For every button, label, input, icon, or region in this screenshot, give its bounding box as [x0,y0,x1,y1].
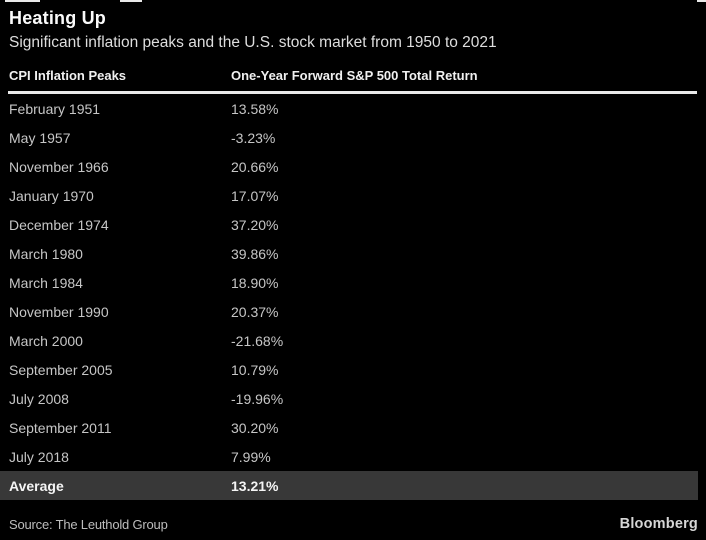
column-header-returns: One-Year Forward S&P 500 Total Return [231,68,478,83]
table-row: November 1990 20.37% [0,297,706,326]
top-edge-artifact [697,0,706,2]
forward-return: -3.23% [231,129,276,146]
forward-return: 10.79% [231,361,279,378]
table-row: May 1957 -3.23% [0,123,706,152]
chart-footer: Source: The Leuthold Group Bloomberg [0,516,706,532]
table-row: November 1966 20.66% [0,152,706,181]
source-attribution: Source: The Leuthold Group [9,517,168,532]
chart-title: Heating Up [9,8,107,28]
table-row: December 1974 37.20% [0,210,706,239]
peak-date: May 1957 [9,129,71,146]
table-column-headers: CPI Inflation Peaks One-Year Forward S&P… [0,68,706,84]
table-row: September 2005 10.79% [0,355,706,384]
average-label: Average [9,477,64,494]
chart-subtitle: Significant inflation peaks and the U.S.… [9,34,497,51]
forward-return: 20.66% [231,158,279,175]
average-value: 13.21% [231,477,279,494]
table-row: March 1984 18.90% [0,268,706,297]
table-row: February 1951 13.58% [0,94,706,123]
bloomberg-logo: Bloomberg [619,516,698,532]
peak-date: September 2011 [9,419,112,436]
forward-return: 7.99% [231,448,271,465]
peak-date: December 1974 [9,216,109,233]
table-row: July 2008 -19.96% [0,384,706,413]
peak-date: November 1966 [9,158,109,175]
table-body: February 1951 13.58% May 1957 -3.23% Nov… [0,94,706,471]
table-row: January 1970 17.07% [0,181,706,210]
forward-return: -19.96% [231,390,284,407]
peak-date: February 1951 [9,100,101,117]
forward-return: 39.86% [231,245,279,262]
table-row: March 2000 -21.68% [0,326,706,355]
top-edge-artifact [120,0,142,2]
peak-date: March 2000 [9,332,83,349]
column-header-peaks: CPI Inflation Peaks [9,68,127,83]
peak-date: January 1970 [9,187,94,204]
peak-date: November 1990 [9,303,109,320]
table-row: July 2018 7.99% [0,442,706,471]
forward-return: 17.07% [231,187,279,204]
peak-date: March 1980 [9,245,83,262]
peak-date: March 1984 [9,274,83,291]
peak-date: July 2018 [9,448,69,465]
forward-return: -21.68% [231,332,284,349]
forward-return: 18.90% [231,274,279,291]
forward-return: 37.20% [231,216,279,233]
peak-date: July 2008 [9,390,69,407]
forward-return: 30.20% [231,419,279,436]
peak-date: September 2005 [9,361,113,378]
table-row: September 2011 30.20% [0,413,706,442]
forward-return: 13.58% [231,100,279,117]
top-edge-artifact [5,0,40,2]
average-summary-row: Average 13.21% [0,471,698,500]
header-rule [8,91,697,94]
forward-return: 20.37% [231,303,279,320]
table-row: March 1980 39.86% [0,239,706,268]
